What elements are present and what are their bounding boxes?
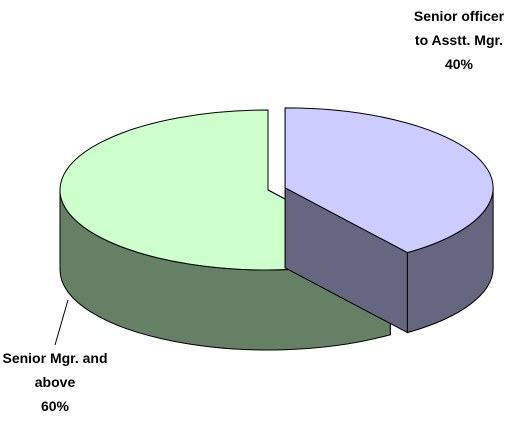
- category-label: Senior Mgr. and above: [2, 350, 108, 390]
- value-label: 40%: [444, 56, 474, 72]
- leader-line: [54, 299, 69, 346]
- slice-label: Senior Mgr. and above 60%: [2, 346, 108, 418]
- slice-label: Senior officer to Asstt. Mgr. 40%: [410, 4, 508, 76]
- slice: [284, 107, 494, 254]
- category-label: Senior officer to Asstt. Mgr.: [413, 8, 505, 48]
- value-label: 60%: [40, 398, 70, 414]
